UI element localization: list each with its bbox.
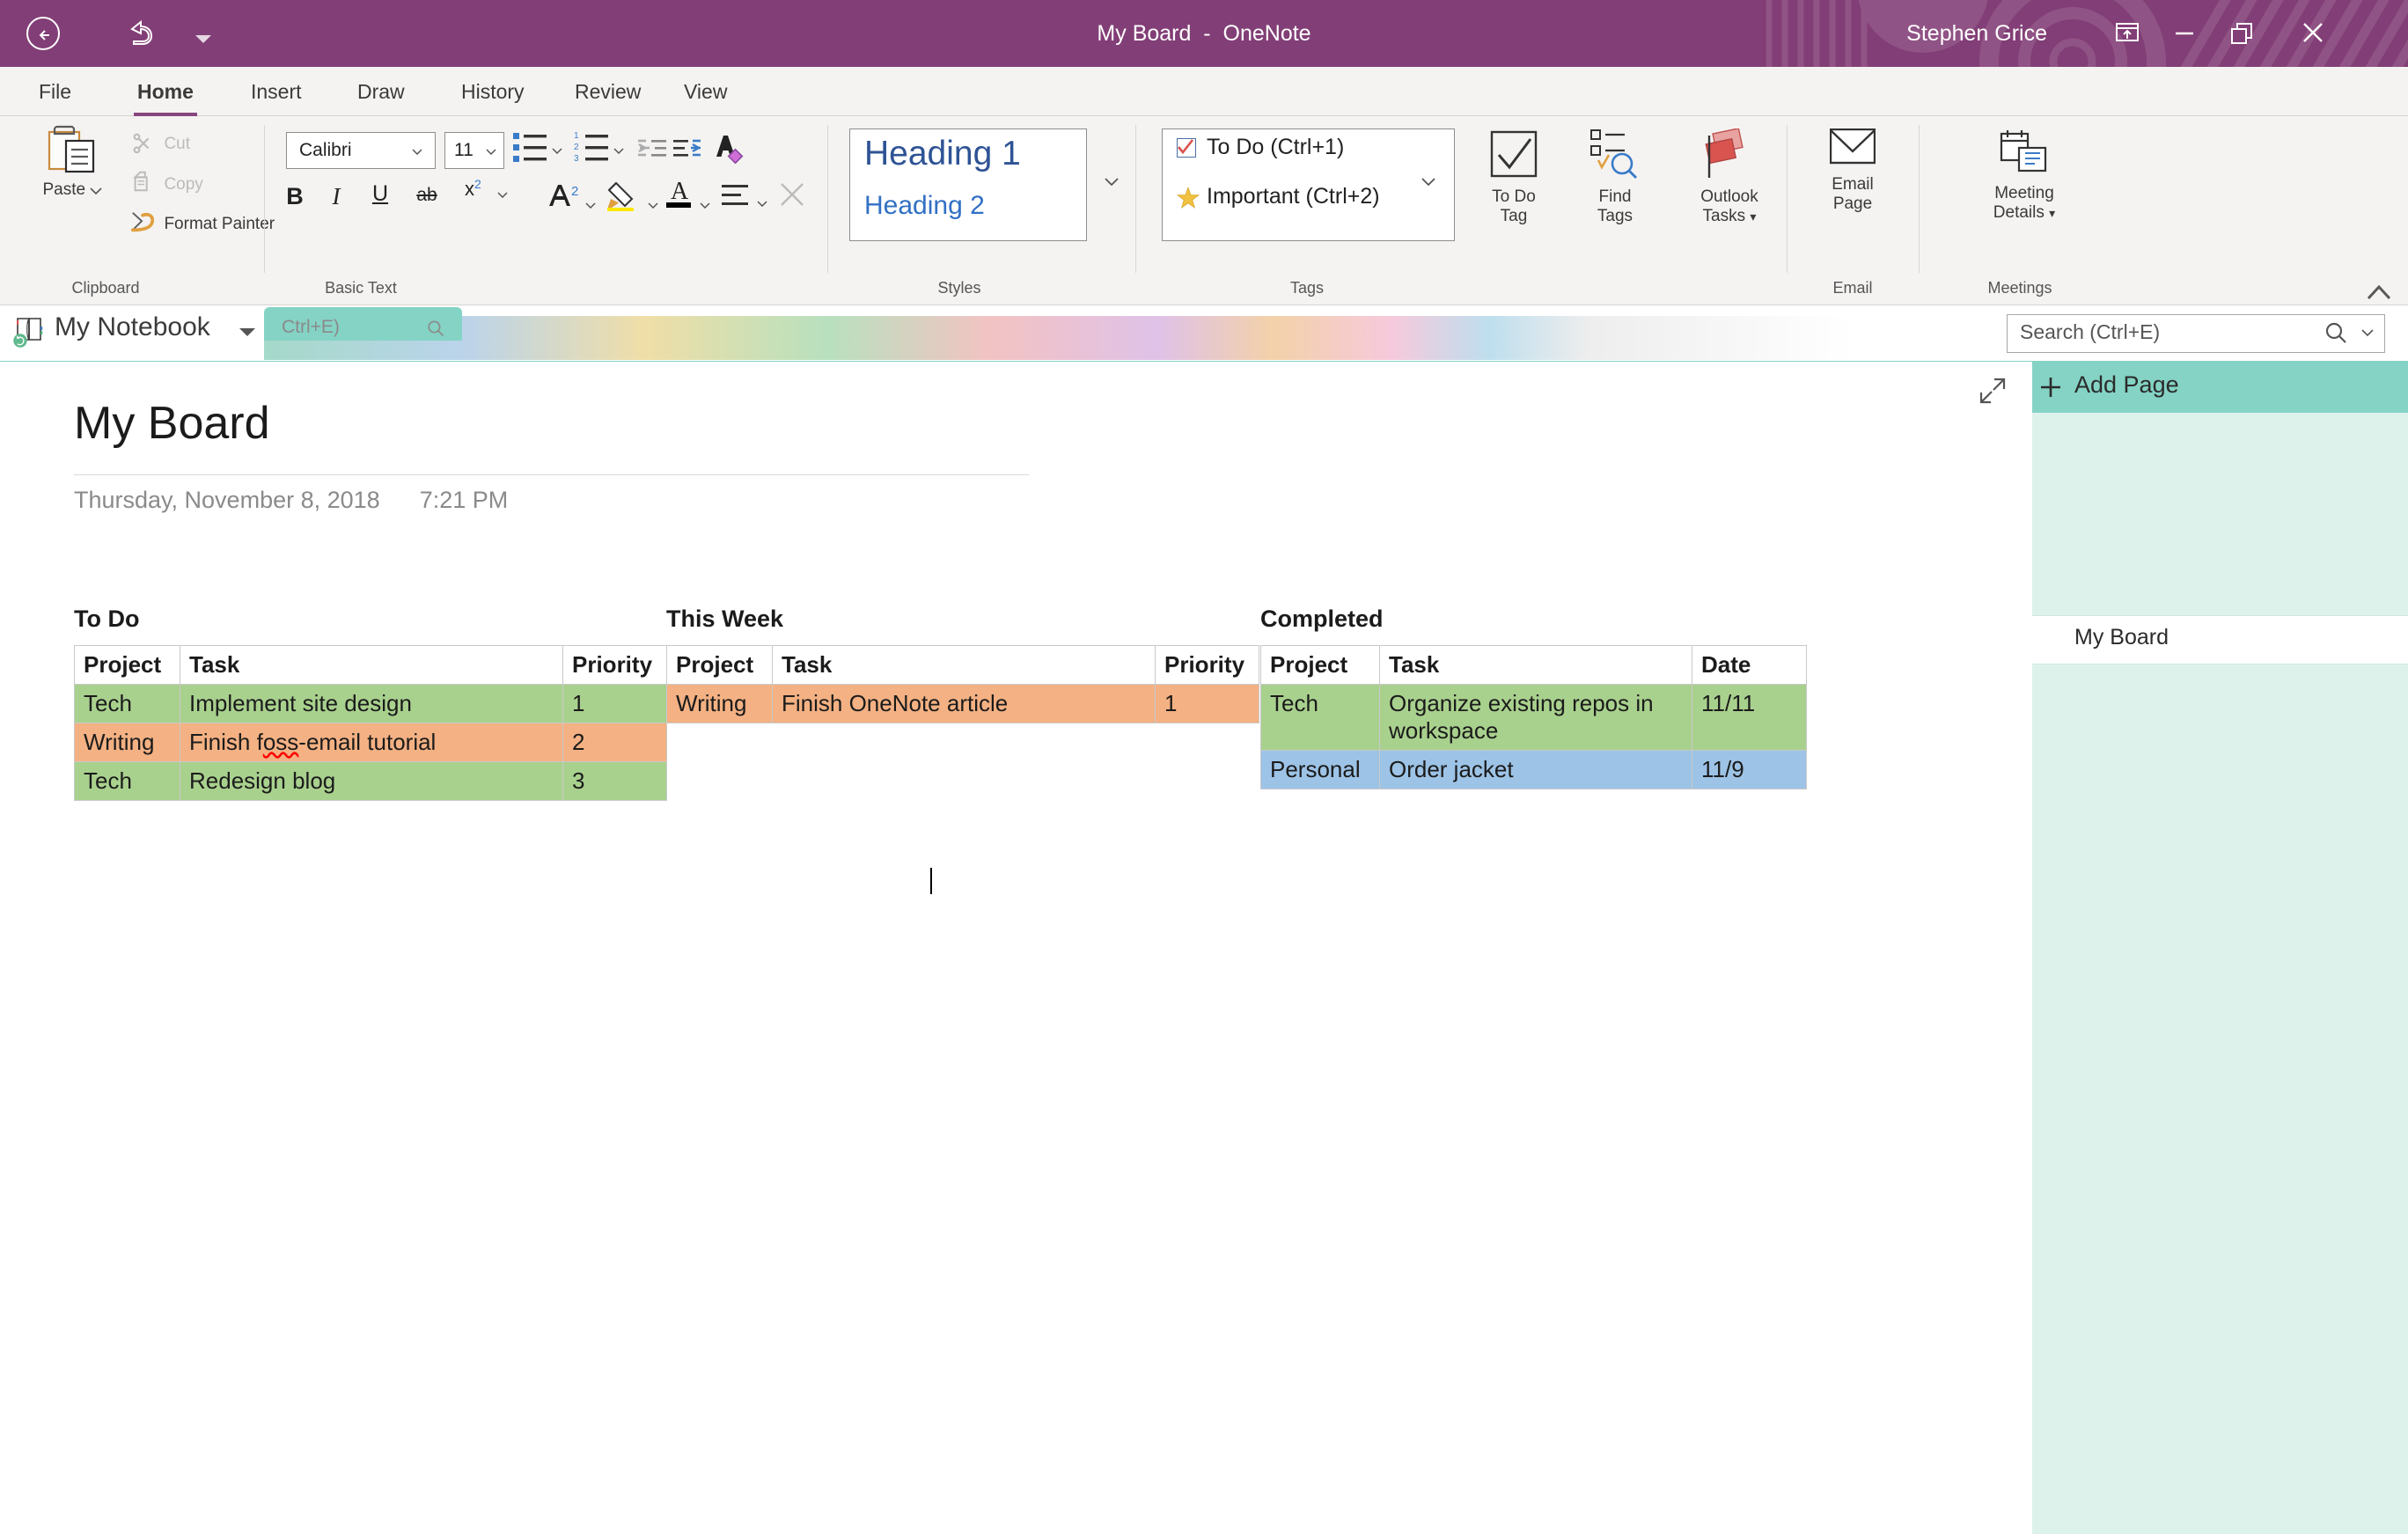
svg-text:2: 2 bbox=[574, 143, 579, 152]
svg-text:3: 3 bbox=[574, 154, 579, 164]
svg-text:2: 2 bbox=[571, 184, 578, 199]
svg-text:1: 1 bbox=[574, 131, 579, 141]
